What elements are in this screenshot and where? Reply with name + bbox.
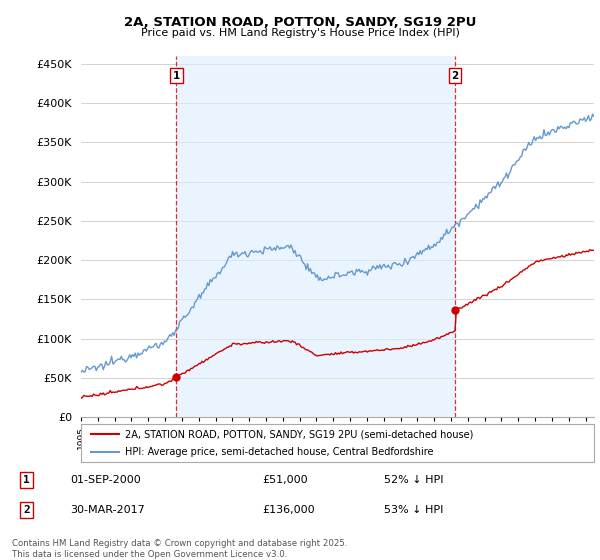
Text: 2A, STATION ROAD, POTTON, SANDY, SG19 2PU (semi-detached house): 2A, STATION ROAD, POTTON, SANDY, SG19 2P… [125, 429, 473, 439]
Text: £51,000: £51,000 [262, 475, 308, 485]
Text: 52% ↓ HPI: 52% ↓ HPI [385, 475, 444, 485]
Text: 2A, STATION ROAD, POTTON, SANDY, SG19 2PU: 2A, STATION ROAD, POTTON, SANDY, SG19 2P… [124, 16, 476, 29]
Text: HPI: Average price, semi-detached house, Central Bedfordshire: HPI: Average price, semi-detached house,… [125, 447, 433, 458]
Text: 1: 1 [173, 71, 180, 81]
Text: 30-MAR-2017: 30-MAR-2017 [70, 505, 145, 515]
Text: £136,000: £136,000 [262, 505, 315, 515]
Text: Contains HM Land Registry data © Crown copyright and database right 2025.
This d: Contains HM Land Registry data © Crown c… [12, 539, 347, 559]
Text: 01-SEP-2000: 01-SEP-2000 [70, 475, 141, 485]
Text: Price paid vs. HM Land Registry's House Price Index (HPI): Price paid vs. HM Land Registry's House … [140, 28, 460, 38]
Text: 2: 2 [23, 505, 30, 515]
Text: 53% ↓ HPI: 53% ↓ HPI [385, 505, 444, 515]
Text: 1: 1 [23, 475, 30, 485]
Bar [176, 56, 455, 417]
Text: 2: 2 [452, 71, 459, 81]
